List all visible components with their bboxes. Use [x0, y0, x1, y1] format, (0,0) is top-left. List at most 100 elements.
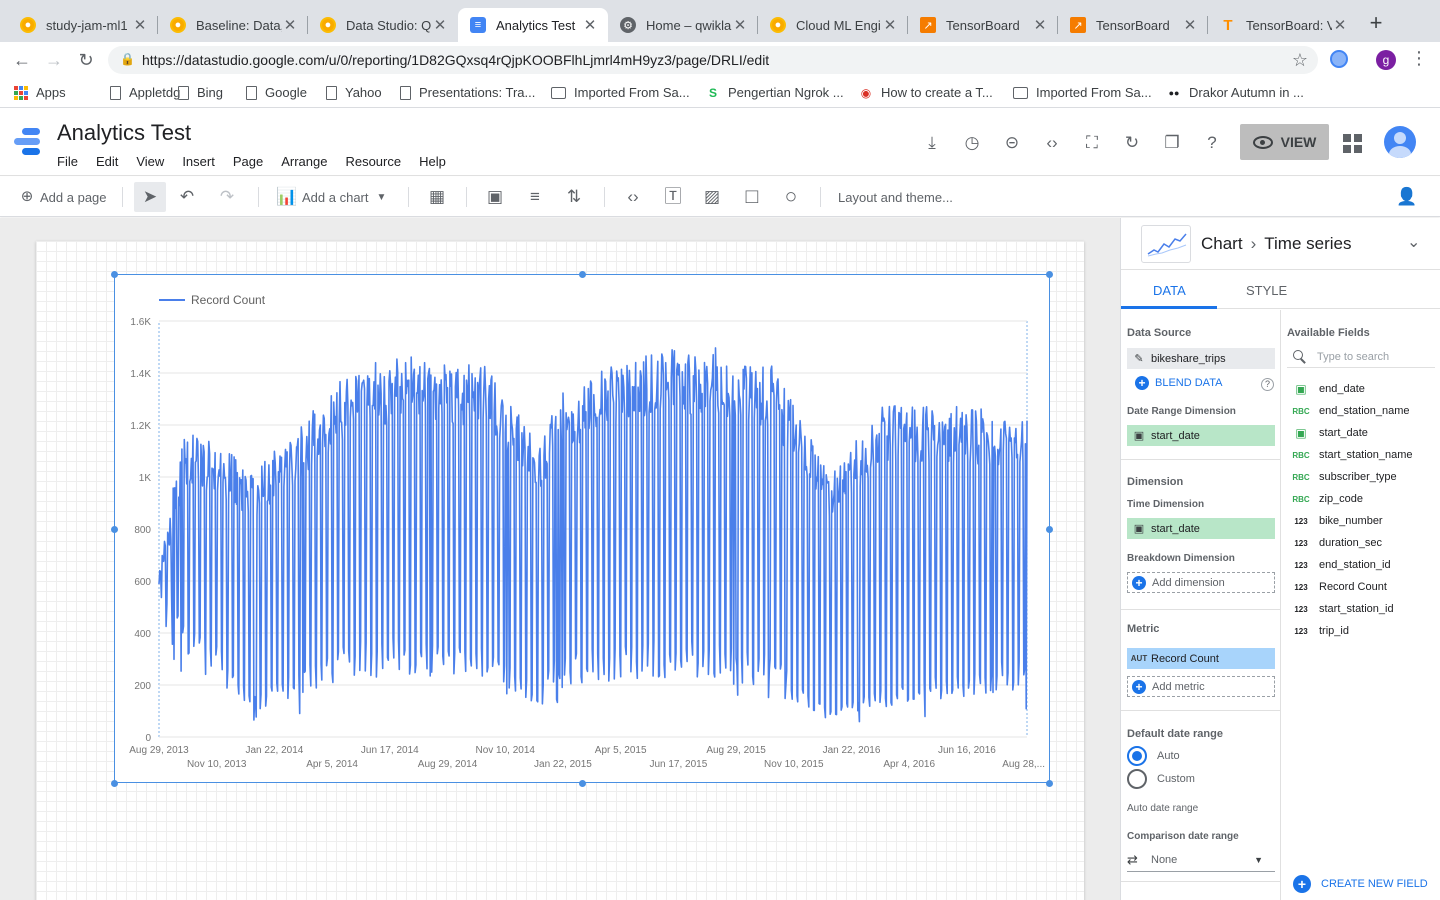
back-icon[interactable]: ←: [13, 50, 31, 70]
help-icon[interactable]: ?: [1261, 378, 1274, 391]
field-item-end-station-id[interactable]: 123 end_station_id: [1291, 557, 1390, 573]
resize-handle[interactable]: [111, 780, 118, 787]
breadcrumb-child[interactable]: Time series: [1264, 234, 1352, 253]
help-icon[interactable]: ?: [1207, 133, 1217, 152]
bookmark-item[interactable]: Yahoo: [326, 85, 382, 100]
menu-view[interactable]: View: [136, 154, 165, 169]
select-tool[interactable]: ➤: [139, 186, 161, 208]
bookmark-item[interactable]: Google: [246, 85, 307, 100]
add-chart-button[interactable]: 📊 Add a chart ▼: [276, 186, 386, 208]
field-item-start-station-name[interactable]: RBC start_station_name: [1291, 447, 1412, 463]
bookmark-item[interactable]: Presentations: Tra...: [400, 85, 535, 100]
metric-chip[interactable]: AUT Record Count: [1127, 648, 1275, 669]
datastudio-logo-icon[interactable]: [14, 128, 44, 156]
fullscreen-icon[interactable]: ⛶: [1086, 133, 1098, 152]
field-item-subscriber-type[interactable]: RBC subscriber_type: [1291, 469, 1396, 485]
add-metric-button[interactable]: + Add metric: [1127, 676, 1275, 697]
undo-button[interactable]: ↶: [176, 186, 198, 208]
browser-tab[interactable]: ⚙ Home – qwiklab ✕: [608, 8, 758, 42]
field-item-end-station-name[interactable]: RBC end_station_name: [1291, 403, 1409, 419]
circle-button[interactable]: ○: [780, 186, 802, 208]
resize-handle[interactable]: [579, 271, 586, 278]
rectangle-button[interactable]: □: [741, 186, 763, 208]
address-bar[interactable]: 🔒 https://datastudio.google.com/u/0/repo…: [108, 46, 1318, 74]
history-icon[interactable]: ◷: [964, 133, 980, 152]
resize-handle[interactable]: [111, 526, 118, 533]
resize-handle[interactable]: [1046, 526, 1053, 533]
menu-page[interactable]: Page: [232, 154, 264, 169]
resize-handle[interactable]: [1046, 780, 1053, 787]
refresh-icon[interactable]: ↻: [1124, 133, 1140, 152]
menu-insert[interactable]: Insert: [182, 154, 215, 169]
add-page-button[interactable]: ⊕ Add a page: [16, 186, 107, 208]
comparison-date-range-select[interactable]: ⇄ None ▼: [1127, 848, 1275, 872]
create-new-field-button[interactable]: + CREATE NEW FIELD: [1289, 875, 1428, 893]
time-series-thumbnail-icon[interactable]: [1141, 225, 1191, 263]
bookmark-item[interactable]: S Pengertian Ngrok ...: [706, 85, 844, 100]
bookmark-item[interactable]: Bing: [178, 85, 223, 100]
browser-tab[interactable]: ● Cloud ML Engi ✕: [758, 8, 908, 42]
community-viz-button[interactable]: ▦: [426, 186, 448, 208]
close-tab-icon[interactable]: ✕: [283, 17, 297, 34]
download-icon[interactable]: ⤓: [928, 133, 936, 152]
close-tab-icon[interactable]: ✕: [883, 17, 897, 34]
browser-tab[interactable]: T TensorBoard: V ✕: [1208, 8, 1358, 42]
browser-tab-active[interactable]: ≡ Analytics Test ✕: [458, 8, 608, 42]
menu-resource[interactable]: Resource: [345, 154, 402, 169]
field-item-end-date[interactable]: ▣ end_date: [1291, 381, 1365, 397]
menu-help[interactable]: Help: [419, 154, 446, 169]
bookmark-item[interactable]: Appletdg: [110, 85, 180, 100]
bookmark-folder[interactable]: Imported From Sa...: [1013, 85, 1152, 100]
view-button[interactable]: VIEW: [1240, 124, 1329, 160]
field-item-bike-number[interactable]: 123 bike_number: [1291, 513, 1382, 529]
field-search[interactable]: [1287, 346, 1435, 368]
breadcrumb-parent[interactable]: Chart: [1201, 234, 1243, 253]
bookmark-folder[interactable]: Imported From Sa...: [551, 85, 690, 100]
blend-data-button[interactable]: + BLEND DATA: [1131, 376, 1222, 390]
layout-theme-button[interactable]: Layout and theme...: [838, 186, 953, 208]
custom-radio[interactable]: [1127, 769, 1147, 789]
link-icon[interactable]: ⊝: [1004, 133, 1020, 152]
browser-tab[interactable]: ● study-jam-ml1 ✕: [8, 8, 158, 42]
menu-file[interactable]: File: [57, 154, 78, 169]
account-avatar[interactable]: [1384, 126, 1416, 158]
report-page[interactable]: 0 200 400 600 800 1K 1.2K 1.4K 1.6K Aug 29, 2013 J…: [36, 241, 1084, 900]
date-range-control-button[interactable]: ▣: [484, 186, 506, 208]
bookmark-item[interactable]: ◉ How to create a T...: [859, 85, 993, 100]
image-button[interactable]: ▨: [701, 186, 723, 208]
field-search-input[interactable]: [1317, 350, 1432, 363]
close-tab-icon[interactable]: ✕: [133, 17, 147, 34]
bookmark-apps[interactable]: Apps: [14, 85, 66, 100]
reload-icon[interactable]: ↻: [78, 50, 94, 70]
add-dimension-button[interactable]: + Add dimension: [1127, 572, 1275, 593]
resize-handle[interactable]: [111, 271, 118, 278]
close-tab-icon[interactable]: ✕: [1033, 17, 1047, 34]
url-text[interactable]: https://datastudio.google.com/u/0/report…: [142, 52, 770, 68]
close-tab-icon[interactable]: ✕: [1333, 17, 1347, 34]
menu-edit[interactable]: Edit: [95, 154, 119, 169]
close-tab-icon[interactable]: ✕: [433, 17, 447, 34]
field-item-trip-id[interactable]: 123 trip_id: [1291, 623, 1349, 639]
browser-tab[interactable]: ↗ TensorBoard ✕: [1058, 8, 1208, 42]
apps-icon[interactable]: [1343, 134, 1362, 153]
field-item-duration-sec[interactable]: 123 duration_sec: [1291, 535, 1382, 551]
forward-icon[interactable]: →: [45, 50, 63, 70]
bookmark-star-icon[interactable]: ☆: [1291, 50, 1308, 70]
field-item-start-station-id[interactable]: 123 start_station_id: [1291, 601, 1393, 617]
field-item-record-count[interactable]: 123 Record Count: [1291, 579, 1387, 595]
browser-tab[interactable]: ↗ TensorBoard ✕: [908, 8, 1058, 42]
filter-control-button[interactable]: ≡: [524, 186, 546, 208]
new-tab-button[interactable]: +: [1369, 10, 1383, 35]
tab-style[interactable]: STYLE: [1246, 283, 1288, 298]
extension-icon[interactable]: [1330, 50, 1348, 68]
browser-tab[interactable]: ● Data Studio: Q ✕: [308, 8, 458, 42]
redo-button[interactable]: ↷: [216, 186, 238, 208]
time-dimension-chip[interactable]: ▣ start_date: [1127, 518, 1275, 539]
menu-arrange[interactable]: Arrange: [281, 154, 328, 169]
report-title[interactable]: Analytics Test: [57, 120, 192, 145]
copy-icon[interactable]: ❐: [1164, 133, 1180, 152]
close-tab-icon[interactable]: ✕: [1183, 17, 1197, 34]
close-tab-icon[interactable]: ✕: [583, 17, 597, 34]
browser-tab[interactable]: ● Baseline: Data, ✕: [158, 8, 308, 42]
data-source-chip[interactable]: ✎ bikeshare_trips: [1127, 348, 1275, 369]
